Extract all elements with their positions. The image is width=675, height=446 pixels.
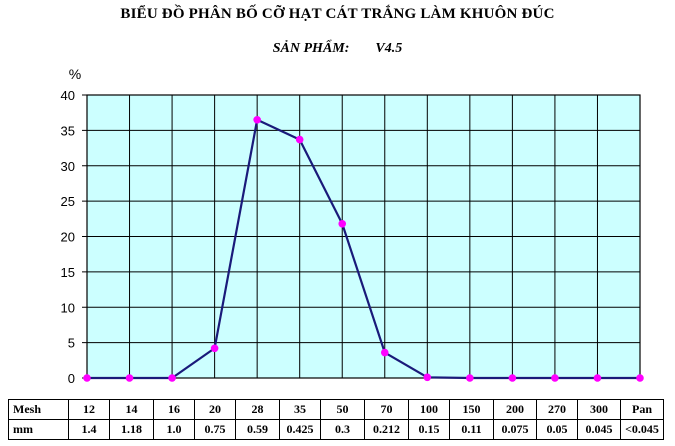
mm-cell: 1.0 xyxy=(153,419,195,440)
mesh-cell: 20 xyxy=(194,399,236,420)
mm-cell: 0.05 xyxy=(536,419,578,440)
mm-cell: 1.4 xyxy=(68,419,110,440)
y-tick-label: 10 xyxy=(61,300,75,315)
y-tick-label: 5 xyxy=(68,336,75,351)
mesh-cell: 28 xyxy=(235,399,280,420)
mm-cell: 0.425 xyxy=(279,419,321,440)
mesh-cell: 14 xyxy=(109,399,154,420)
mesh-row: Mesh 12 14 16 20 28 35 50 70 100 150 200 270 300 Pan xyxy=(8,399,664,420)
y-tick-label: 15 xyxy=(61,265,75,280)
mesh-cell: 50 xyxy=(320,399,365,420)
data-point xyxy=(636,374,644,382)
mesh-cell: 12 xyxy=(68,399,110,420)
mm-cell: 0.11 xyxy=(449,419,494,440)
product-label: SẢN PHẨM: xyxy=(272,41,350,56)
series-line xyxy=(87,118,640,380)
mesh-cell: 150 xyxy=(449,399,494,420)
mesh-cell: 16 xyxy=(153,399,195,420)
mm-cell: 0.59 xyxy=(235,419,280,440)
sieve-scale-table: Mesh 12 14 16 20 28 35 50 70 100 150 200 270 300 Pan … xyxy=(8,399,664,440)
mm-cell: 1.18 xyxy=(109,419,154,440)
mm-cell: 0.075 xyxy=(493,419,537,440)
data-point xyxy=(508,374,517,382)
mm-row-label: mm xyxy=(8,419,69,440)
mesh-cell: 100 xyxy=(408,399,450,420)
data-point xyxy=(253,115,261,124)
data-point xyxy=(125,374,134,382)
data-point xyxy=(593,374,602,382)
product-value: V4.5 xyxy=(375,41,403,56)
mesh-cell: 200 xyxy=(493,399,537,420)
data-point xyxy=(423,373,432,382)
grain-distribution-chart: 0 5 10 15 20 25 30 35 40% xyxy=(61,66,644,386)
mesh-cell: 300 xyxy=(577,399,621,420)
mesh-cell: 35 xyxy=(279,399,321,420)
y-tick-label: 35 xyxy=(61,123,75,138)
data-point xyxy=(338,219,347,228)
mm-cell: 0.75 xyxy=(194,419,236,440)
data-point xyxy=(380,348,389,357)
mm-cell: 0.045 xyxy=(577,419,621,440)
data-point xyxy=(168,374,176,382)
y-tick-label: 0 xyxy=(68,371,75,386)
y-tick-label: 25 xyxy=(61,194,75,209)
chart-title: BIỂU ĐỒ PHÂN BỐ CỠ HẠT CÁT TRẮNG LÀM KHU… xyxy=(120,6,555,22)
mm-cell: <0.045 xyxy=(620,419,664,440)
y-tick-label: 30 xyxy=(61,159,75,174)
data-point xyxy=(210,344,219,353)
mesh-cell: 70 xyxy=(364,399,409,420)
y-tick-label: 40 xyxy=(61,88,75,103)
mm-row: mm 1.4 1.18 1.0 0.75 0.59 0.425 0.3 0.212 0.15 0.… xyxy=(8,419,664,440)
product-subtitle: SẢN PHẨM: V4.5 xyxy=(0,41,675,57)
mm-cell: 0.212 xyxy=(364,419,409,440)
data-point xyxy=(83,374,91,382)
data-point xyxy=(551,374,559,382)
mesh-cell: 270 xyxy=(536,399,578,420)
y-axis-label: % xyxy=(69,66,81,82)
y-tick-label: 20 xyxy=(61,230,75,245)
mm-cell: 0.3 xyxy=(320,419,365,440)
mm-cell: 0.15 xyxy=(408,419,450,440)
mesh-cell: Pan xyxy=(620,399,664,420)
data-point xyxy=(295,135,304,144)
mesh-row-label: Mesh xyxy=(8,399,69,420)
data-point xyxy=(466,374,474,382)
